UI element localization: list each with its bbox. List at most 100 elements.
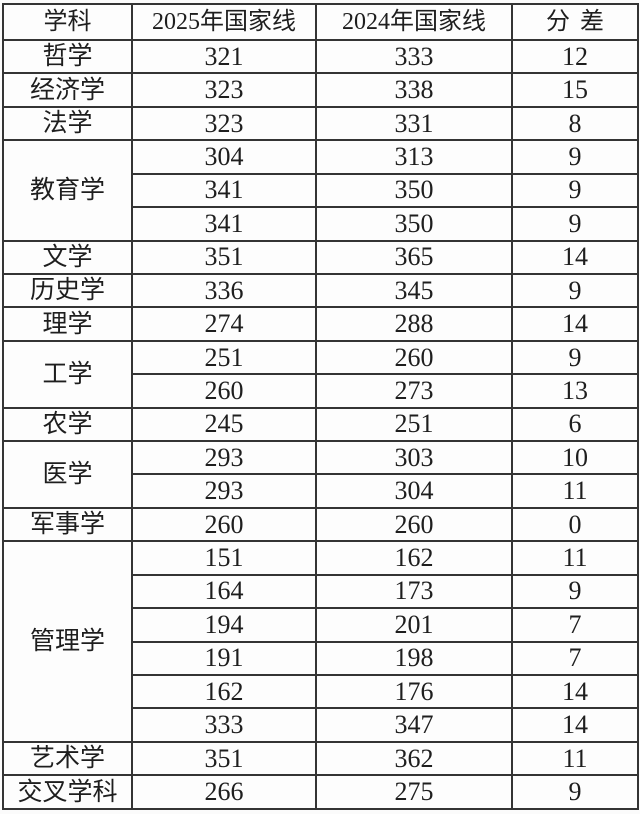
line-2025-cell: 333: [131, 707, 317, 743]
table-row: 文学 351 365 14: [2, 239, 639, 275]
line-2024-cell: 303: [315, 440, 513, 476]
diff-cell: 0: [511, 506, 639, 543]
table-row: 162 176 14: [3, 674, 639, 710]
table-row: 260 273 13: [3, 373, 639, 409]
line-2024-cell: 350: [315, 206, 513, 242]
diff-cell: 15: [511, 72, 639, 108]
line-2025-cell: 351: [131, 239, 317, 275]
line-2025-cell: 194: [131, 607, 317, 643]
header-diff: 分差: [511, 3, 639, 41]
line-2025-cell: 323: [131, 105, 317, 142]
line-2024-cell: 275: [315, 774, 513, 810]
line-2025-cell: 191: [131, 640, 317, 677]
subject-cell: 艺术学: [2, 740, 133, 777]
line-2024-cell: 333: [315, 38, 513, 75]
header-subject: 学科: [2, 3, 133, 41]
line-2025-cell: 260: [131, 373, 317, 409]
subject-cell: 工学: [2, 339, 133, 409]
line-2025-cell: 304: [131, 139, 317, 175]
line-2025-cell: 251: [131, 339, 317, 376]
line-2025-cell: 341: [131, 206, 317, 242]
line-2025-cell: 164: [131, 573, 317, 610]
diff-cell: 7: [511, 640, 639, 677]
diff-cell: 14: [511, 239, 639, 275]
diff-cell: 9: [511, 172, 639, 209]
subject-cell: 经济学: [2, 72, 133, 108]
subject-cell: 历史学: [2, 272, 133, 309]
table-header: 学科 2025年国家线 2024年国家线 分差: [2, 3, 639, 41]
line-2024-cell: 198: [315, 640, 513, 677]
diff-cell: 6: [511, 406, 639, 443]
header-line-2024: 2024年国家线: [315, 3, 513, 41]
subject-cell: 医学: [2, 440, 133, 509]
table-row: 341 350 9: [3, 172, 639, 209]
line-2025-cell: 162: [131, 674, 317, 710]
line-2025-cell: 323: [131, 72, 317, 108]
table-row: 法学 323 331 8: [2, 105, 639, 142]
table-row: 164 173 9: [3, 573, 639, 610]
diff-cell: 11: [511, 473, 639, 509]
line-2024-cell: 260: [315, 506, 513, 543]
line-2025-cell: 274: [131, 306, 317, 342]
table-row: 交叉学科 266 275 9: [2, 774, 639, 810]
line-2024-cell: 345: [315, 272, 513, 309]
diff-cell: 14: [511, 306, 639, 342]
table-row: 历史学 336 345 9: [2, 272, 639, 309]
line-2025-cell: 321: [131, 38, 317, 75]
table-row: 医学 293 303 10: [2, 440, 639, 509]
table-row: 理学 274 288 14: [2, 306, 639, 342]
diff-cell: 11: [511, 540, 639, 576]
line-2024-cell: 350: [315, 172, 513, 209]
table-body: 哲学 321 333 12 经济学 323 338 15 法学 323 331 8 教育学 304 313 9…: [2, 38, 639, 810]
line-2024-cell: 251: [315, 406, 513, 443]
diff-cell: 11: [511, 740, 639, 777]
table-row: 艺术学 351 362 11: [2, 740, 639, 777]
diff-cell: 10: [511, 440, 639, 476]
diff-cell: 9: [511, 774, 639, 810]
line-2025-cell: 266: [131, 774, 317, 810]
table-row: 教育学 304 313 9: [2, 139, 639, 242]
line-2024-cell: 162: [315, 540, 513, 576]
header-line-2025: 2025年国家线: [131, 3, 317, 41]
line-2025-cell: 293: [131, 473, 317, 509]
header-row: 学科 2025年国家线 2024年国家线 分差: [2, 3, 639, 41]
subject-cell: 理学: [2, 306, 133, 342]
line-2025-cell: 351: [131, 740, 317, 777]
subject-cell: 农学: [2, 406, 133, 443]
line-2024-cell: 201: [315, 607, 513, 643]
table-row: 工学 251 260 9: [2, 339, 639, 409]
table-row: 经济学 323 338 15: [2, 72, 639, 108]
line-2024-cell: 331: [315, 105, 513, 142]
line-2025-cell: 336: [131, 272, 317, 309]
line-2025-cell: 245: [131, 406, 317, 443]
table-row: 293 304 11: [3, 473, 639, 509]
line-2024-cell: 313: [315, 139, 513, 175]
table-row: 341 350 9: [3, 206, 639, 242]
subject-cell: 军事学: [2, 506, 133, 543]
table-row: 军事学 260 260 0: [2, 506, 639, 543]
diff-cell: 9: [511, 272, 639, 309]
subject-cell: 交叉学科: [2, 774, 133, 810]
diff-cell: 13: [511, 373, 639, 409]
line-2024-cell: 362: [315, 740, 513, 777]
diff-cell: 7: [511, 607, 639, 643]
table-row: 管理学 151 162 11: [2, 540, 639, 743]
subject-cell: 管理学: [2, 540, 133, 743]
line-2025-cell: 151: [131, 540, 317, 576]
diff-cell: 9: [511, 573, 639, 610]
diff-cell: 9: [511, 339, 639, 376]
diff-cell: 14: [511, 674, 639, 710]
subject-cell: 哲学: [2, 38, 133, 75]
line-2024-cell: 173: [315, 573, 513, 610]
table-row: 191 198 7: [3, 640, 639, 677]
table-row: 194 201 7: [3, 607, 639, 643]
line-2025-cell: 341: [131, 172, 317, 209]
national-score-line-table: 学科 2025年国家线 2024年国家线 分差 哲学 321 333 12 经济学 323…: [2, 3, 639, 810]
table-row: 哲学 321 333 12: [2, 38, 639, 75]
line-2024-cell: 260: [315, 339, 513, 376]
diff-cell: 8: [511, 105, 639, 142]
line-2024-cell: 347: [315, 707, 513, 743]
diff-cell: 9: [511, 139, 639, 175]
subject-cell: 教育学: [2, 139, 133, 242]
table-row: 333 347 14: [3, 707, 639, 743]
